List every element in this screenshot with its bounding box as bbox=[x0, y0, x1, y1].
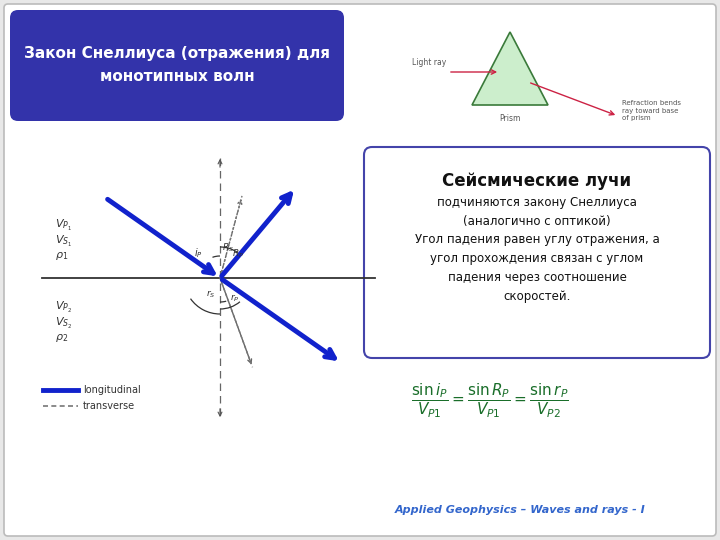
Text: $\rho_2$: $\rho_2$ bbox=[55, 332, 68, 344]
Text: $\rho_1$: $\rho_1$ bbox=[55, 250, 68, 262]
Text: $r_P$: $r_P$ bbox=[230, 292, 240, 303]
Text: $\dfrac{\sin i_P}{V_{P1}} = \dfrac{\sin R_P}{V_{P1}} = \dfrac{\sin r_P}{V_{P2}}$: $\dfrac{\sin i_P}{V_{P1}} = \dfrac{\sin … bbox=[411, 382, 569, 420]
Text: Light ray: Light ray bbox=[412, 58, 446, 67]
Text: Prism: Prism bbox=[499, 114, 521, 123]
Text: $R_P$: $R_P$ bbox=[232, 247, 244, 260]
Text: $V_{P_2}$: $V_{P_2}$ bbox=[55, 300, 72, 315]
Text: $r_S$: $r_S$ bbox=[206, 288, 215, 300]
Text: Угол падения равен углу отражения, а
угол прохождения связан с углом
падения чер: Угол падения равен углу отражения, а уго… bbox=[415, 233, 660, 303]
FancyBboxPatch shape bbox=[4, 4, 716, 536]
Text: transverse: transverse bbox=[83, 401, 135, 411]
Polygon shape bbox=[472, 32, 548, 105]
Text: Сейсмические лучи: Сейсмические лучи bbox=[442, 172, 631, 190]
Text: Refraction bends
ray toward base
of prism: Refraction bends ray toward base of pris… bbox=[622, 100, 681, 121]
Text: $V_{S_1}$: $V_{S_1}$ bbox=[55, 234, 73, 249]
Text: $V_{P_1}$: $V_{P_1}$ bbox=[55, 218, 72, 233]
FancyBboxPatch shape bbox=[10, 10, 344, 121]
Text: подчиняются закону Снеллиуса
(аналогично с оптикой): подчиняются закону Снеллиуса (аналогично… bbox=[437, 196, 637, 227]
Text: $R_S$: $R_S$ bbox=[222, 241, 234, 253]
Text: Закон Снеллиуса (отражения) для
монотипных волн: Закон Снеллиуса (отражения) для монотипн… bbox=[24, 46, 330, 84]
Text: $i_P$: $i_P$ bbox=[194, 246, 203, 260]
Text: $V_{S_2}$: $V_{S_2}$ bbox=[55, 316, 73, 331]
Text: longitudinal: longitudinal bbox=[83, 385, 140, 395]
Text: Applied Geophysics – Waves and rays - I: Applied Geophysics – Waves and rays - I bbox=[395, 505, 645, 515]
FancyBboxPatch shape bbox=[364, 147, 710, 358]
